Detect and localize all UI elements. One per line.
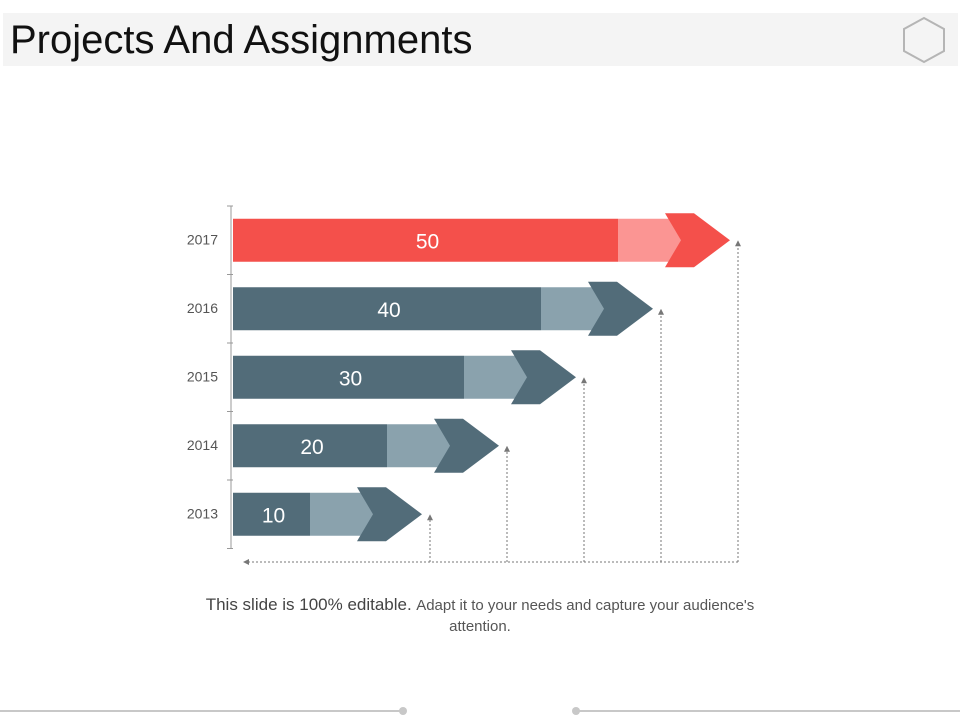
category-label-2016: 2016 bbox=[187, 300, 218, 316]
bar-arrowhead-2013 bbox=[357, 487, 422, 542]
category-label-2017: 2017 bbox=[187, 231, 218, 247]
bar-arrowhead-2017 bbox=[665, 213, 730, 268]
bar-arrowhead-2015 bbox=[511, 350, 576, 405]
hexagon-icon bbox=[903, 16, 945, 64]
data-label-2016: 40 bbox=[377, 299, 400, 322]
data-label-2017: 50 bbox=[416, 230, 439, 253]
footer-decoration bbox=[0, 707, 960, 715]
category-label-2015: 2015 bbox=[187, 368, 218, 384]
data-label-2014: 20 bbox=[300, 436, 323, 459]
bar-2013 bbox=[233, 492, 310, 536]
data-label-2015: 30 bbox=[339, 367, 362, 390]
caption: This slide is 100% editable. Adapt it to… bbox=[180, 594, 780, 637]
category-label-2013: 2013 bbox=[187, 505, 218, 521]
bar-arrowhead-2016 bbox=[588, 281, 653, 336]
data-label-2013: 10 bbox=[262, 504, 285, 527]
title-bar bbox=[3, 13, 958, 66]
category-label-2014: 2014 bbox=[187, 437, 218, 453]
bar-arrowhead-2014 bbox=[434, 418, 499, 473]
bar-2017 bbox=[233, 218, 618, 262]
bar-2015 bbox=[233, 355, 464, 399]
caption-rest: Adapt it to your needs and capture your … bbox=[416, 597, 755, 635]
bar-2014 bbox=[233, 424, 387, 468]
slide-title: Projects And Assignments bbox=[10, 18, 473, 62]
bar-2016 bbox=[233, 287, 541, 331]
caption-lead: This slide is 100% editable. bbox=[205, 595, 412, 614]
